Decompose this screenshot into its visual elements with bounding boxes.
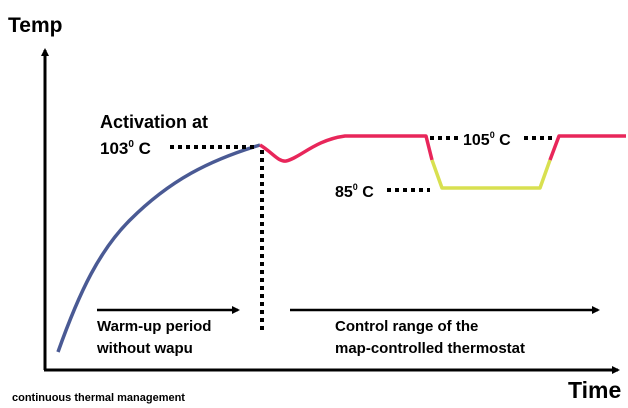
y-axis-label: Temp <box>8 14 62 37</box>
number: 103 <box>100 139 128 158</box>
sup: 0 <box>490 130 495 140</box>
unit: C <box>358 184 374 201</box>
control-curve <box>548 134 626 161</box>
lower-temp: 850 C <box>335 182 374 201</box>
sup: 0 <box>353 182 358 192</box>
unit: C <box>134 139 151 158</box>
activation-label: Activation at <box>100 112 208 132</box>
phase-label: without wapu <box>96 340 193 357</box>
upper-temp: 1050 C <box>463 130 511 149</box>
unit: C <box>495 132 511 149</box>
activation-temp: 1030 C <box>100 139 151 158</box>
warmup-curve <box>56 143 261 353</box>
phase-label: Warm-up period <box>97 318 211 335</box>
sup: 0 <box>128 139 134 150</box>
phase-label: map-controlled thermostat <box>335 340 525 357</box>
caption: continuous thermal management <box>12 392 185 404</box>
number: 105 <box>463 132 490 149</box>
x-axis-label: Time <box>568 377 621 403</box>
low-curve <box>430 159 552 190</box>
phase-label: Control range of the <box>335 318 478 335</box>
number: 85 <box>335 184 353 201</box>
control-curve <box>259 134 434 163</box>
